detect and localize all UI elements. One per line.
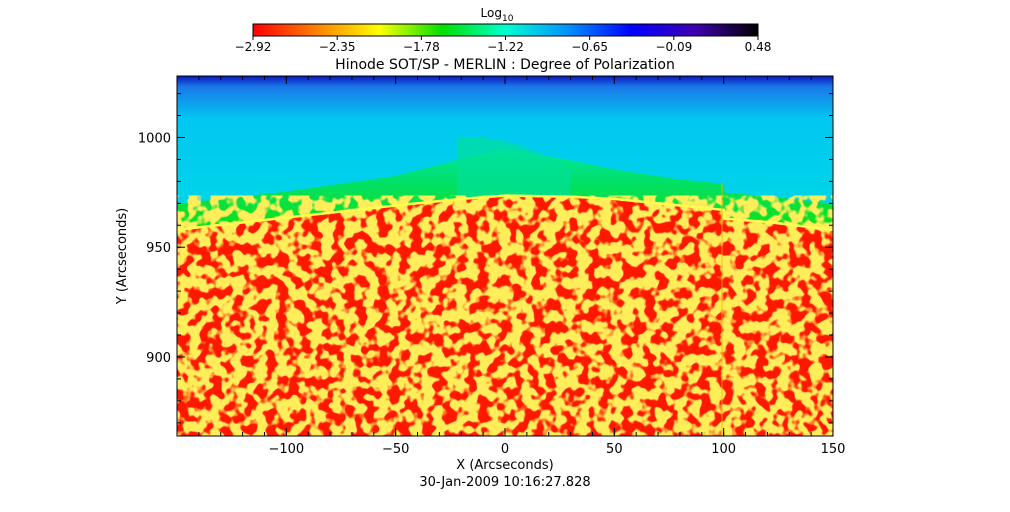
x-tick-label: −50 bbox=[382, 442, 409, 457]
y-axis-label: Y (Arcseconds) bbox=[115, 208, 130, 305]
x-tick-label: 100 bbox=[711, 442, 736, 457]
x-tick-label: −100 bbox=[268, 442, 304, 457]
colorbar-tick-label: −1.22 bbox=[487, 40, 524, 54]
colorbar-tick-label: −0.65 bbox=[571, 40, 608, 54]
y-tick-label: 1000 bbox=[138, 131, 171, 146]
colorbar-label: Log10 bbox=[481, 6, 514, 24]
plot-area bbox=[177, 76, 833, 436]
timestamp: 30-Jan-2009 10:16:27.828 bbox=[419, 475, 590, 490]
inner-corona-bump bbox=[456, 137, 571, 197]
limb-line bbox=[177, 194, 833, 231]
y-tick-label: 950 bbox=[146, 241, 171, 256]
disk-bright-points bbox=[177, 195, 833, 436]
x-axis-label: X (Arcseconds) bbox=[456, 458, 553, 473]
colorbar-tick-label: 0.48 bbox=[745, 40, 772, 54]
x-tick-label: 50 bbox=[606, 442, 623, 457]
x-tick-label: 150 bbox=[821, 442, 846, 457]
colorbar-ticks: −2.92 −2.35 −1.78 −1.22 −0.65 −0.09 0.48 bbox=[235, 36, 772, 54]
y-tick-label: 900 bbox=[146, 351, 171, 366]
colorbar: Log10 −2.92 −2.35 −1.78 −1.22 −0.65 −0.09 0.48 bbox=[235, 6, 772, 54]
colorbar-tick-label: −1.78 bbox=[403, 40, 440, 54]
x-axis: −100 −50 0 50 100 150 bbox=[176, 76, 846, 457]
colorbar-tick-label: −2.35 bbox=[319, 40, 356, 54]
x-tick-label: 0 bbox=[501, 442, 509, 457]
colorbar-tick-label: −0.09 bbox=[655, 40, 692, 54]
chart-title: Hinode SOT/SP - MERLIN : Degree of Polar… bbox=[335, 57, 675, 73]
y-axis: 900 950 1000 bbox=[138, 93, 833, 424]
colorbar-gradient bbox=[253, 24, 758, 36]
colorbar-tick-label: −2.92 bbox=[235, 40, 272, 54]
